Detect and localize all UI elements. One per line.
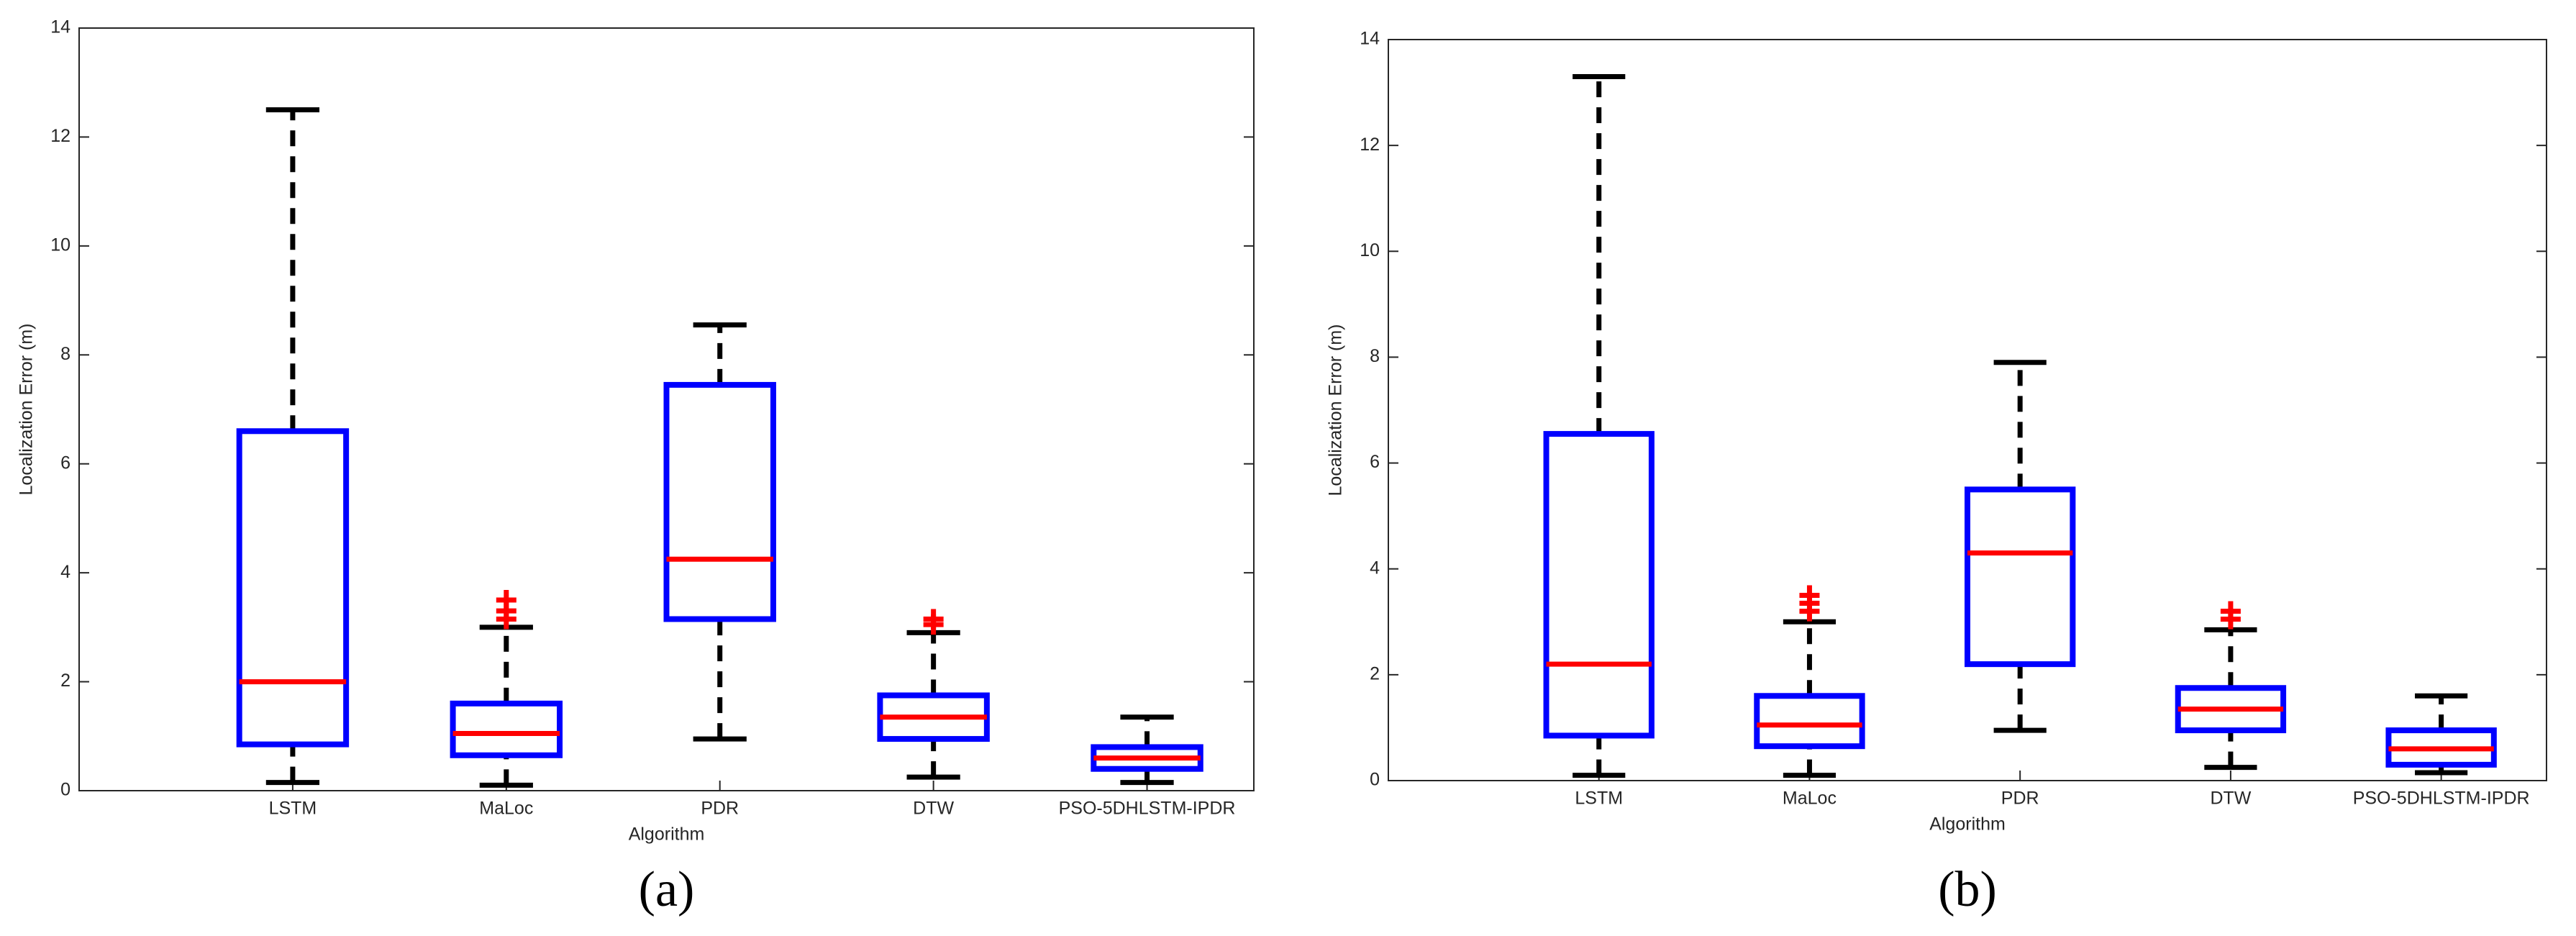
y-tick-label: 2: [60, 671, 70, 691]
y-tick-label: 14: [1360, 29, 1380, 49]
x-tick-label: DTW: [913, 799, 954, 819]
outlier: [1799, 585, 1820, 606]
x-axis-label: Algorithm: [1929, 814, 2006, 835]
box: [450, 700, 563, 758]
y-tick-label: 14: [50, 17, 70, 37]
box: [236, 428, 350, 748]
x-axis-label: Algorithm: [629, 824, 705, 845]
box: [1543, 431, 1655, 739]
x-tick-label: PDR: [2001, 789, 2039, 809]
y-tick-label: 12: [1360, 135, 1380, 155]
outlier: [2220, 601, 2241, 622]
y-tick-label: 10: [50, 235, 70, 255]
y-tick-label: 2: [1370, 663, 1380, 683]
y-tick-label: 4: [1370, 558, 1380, 578]
y-tick-label: 10: [1360, 240, 1380, 260]
caption: (a): [639, 862, 695, 917]
chart: 0 2 4 6 8 10 12 14 LSTM MaLoc PDR DTW PSO-5DHLSTM-IP…: [1326, 29, 2547, 917]
y-tick-label: 12: [50, 126, 70, 146]
x-tick-label: MaLoc: [1783, 789, 1837, 809]
y-tick-label: 6: [60, 453, 70, 473]
x-tick-label: MaLoc: [479, 799, 533, 819]
box: [1965, 486, 2076, 668]
x-tick-label: LSTM: [1575, 789, 1623, 809]
y-axis-label: Localization Error (m): [1326, 324, 1346, 496]
y-axis-label: Localization Error (m): [17, 324, 37, 496]
outlier: [923, 609, 944, 630]
caption: (b): [1938, 862, 1997, 917]
outlier: [496, 590, 516, 610]
y-tick-label: 0: [60, 780, 70, 800]
y-tick-label: 8: [1370, 346, 1380, 366]
y-tick-label: 8: [60, 344, 70, 364]
plot-frame: [78, 27, 1255, 791]
chart: 0 2 4 6 8 10 12 14 LSTM MaLoc PDR DTW PSO-5DHLSTM-IP…: [17, 17, 1255, 917]
plot-frame: [1388, 39, 2547, 781]
y-tick-label: 6: [1370, 452, 1380, 472]
y-tick-label: 4: [60, 562, 70, 582]
y-tick-label: 0: [1370, 770, 1380, 790]
x-tick-label: PSO-5DHLSTM-IPDR: [2353, 789, 2530, 809]
x-tick-label: DTW: [2210, 789, 2251, 809]
x-tick-label: PSO-5DHLSTM-IPDR: [1059, 799, 1236, 819]
x-tick-label: PDR: [701, 799, 739, 819]
x-tick-label: LSTM: [269, 799, 317, 819]
box: [663, 381, 776, 622]
box: [1754, 693, 1865, 750]
